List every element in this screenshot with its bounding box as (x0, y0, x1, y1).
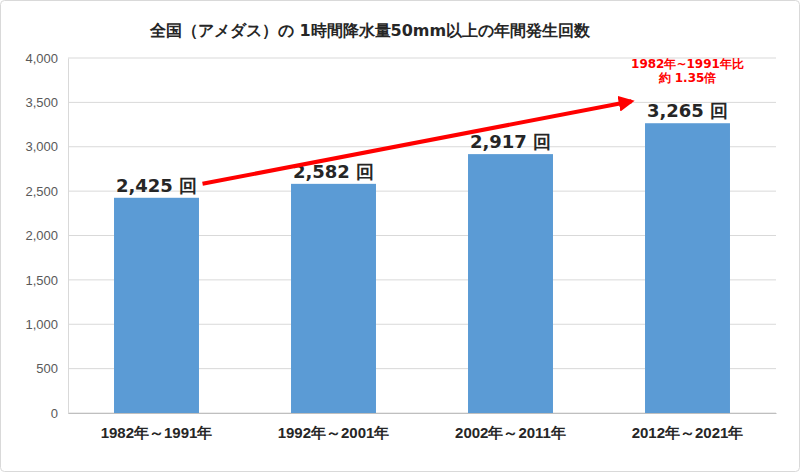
data-label: 2,917 回 (470, 131, 551, 152)
bar (291, 184, 376, 413)
annotation-text: 約 1.35倍 (658, 71, 717, 85)
data-labels: 2,425 回2,582 回2,917 回3,265 回 (116, 100, 728, 196)
y-tick-label: 4,000 (25, 51, 58, 66)
annotation: 1982年~1991年比約 1.35倍 (631, 57, 744, 85)
y-tick: 3,500 (25, 95, 68, 110)
y-tick-label: 500 (36, 361, 58, 376)
x-tick-label: 1982年～1991年 (101, 424, 213, 441)
y-tick-label: 0 (51, 406, 58, 421)
bar (468, 154, 553, 413)
data-label: 3,265 回 (647, 100, 728, 121)
plot: 0 500 1,000 1,500 2,000 2,500 3,000 3,500 4,000 1… (25, 51, 776, 441)
y-tick: 0 (51, 406, 68, 421)
y-axis-line (68, 59, 69, 414)
y-tick-label: 1,000 (25, 317, 58, 332)
y-tick-label: 2,500 (25, 184, 58, 199)
y-tick: 1,500 (25, 273, 68, 288)
x-axis-line (69, 413, 777, 414)
chart: 0 500 1,000 1,500 2,000 2,500 3,000 3,500 4,000 1… (0, 0, 800, 472)
y-tick: 3,000 (25, 139, 68, 154)
y-tick: 2,500 (25, 184, 68, 199)
x-axis: 1982年～1991年 1992年～2001年 2002年～2011年 2012年～2… (69, 413, 777, 441)
y-tick-label: 1,500 (25, 273, 58, 288)
chart-border (1, 1, 800, 472)
x-tick: 1992年～2001年 (278, 413, 390, 441)
x-tick-label: 2012年～2021年 (632, 424, 744, 441)
x-tick-label: 2002年～2011年 (455, 424, 566, 441)
title: 全国（アメダス）の 1時間降水量50mm以上の年間発生回数 (149, 21, 591, 40)
y-tick-label: 2,000 (25, 228, 58, 243)
x-tick: 1982年～1991年 (101, 413, 213, 441)
annotation-text: 1982年~1991年比 (631, 57, 744, 71)
y-axis: 0 500 1,000 1,500 2,000 2,500 3,000 3,500 4,000 (25, 51, 68, 421)
x-tick: 2002年～2011年 (455, 413, 566, 441)
y-tick: 500 (36, 361, 68, 376)
data-label: 2,425 回 (116, 175, 197, 196)
y-tick-label: 3,000 (25, 139, 58, 154)
grid (68, 58, 776, 413)
y-tick-label: 3,500 (25, 95, 58, 110)
x-tick-label: 1992年～2001年 (278, 424, 390, 441)
bar (645, 123, 730, 413)
x-tick: 2012年～2021年 (632, 413, 744, 441)
trend-arrow (203, 101, 632, 184)
y-tick: 4,000 (25, 51, 68, 66)
bars (114, 123, 730, 413)
bar (114, 198, 199, 413)
y-tick: 2,000 (25, 228, 68, 243)
y-tick: 1,000 (25, 317, 68, 332)
